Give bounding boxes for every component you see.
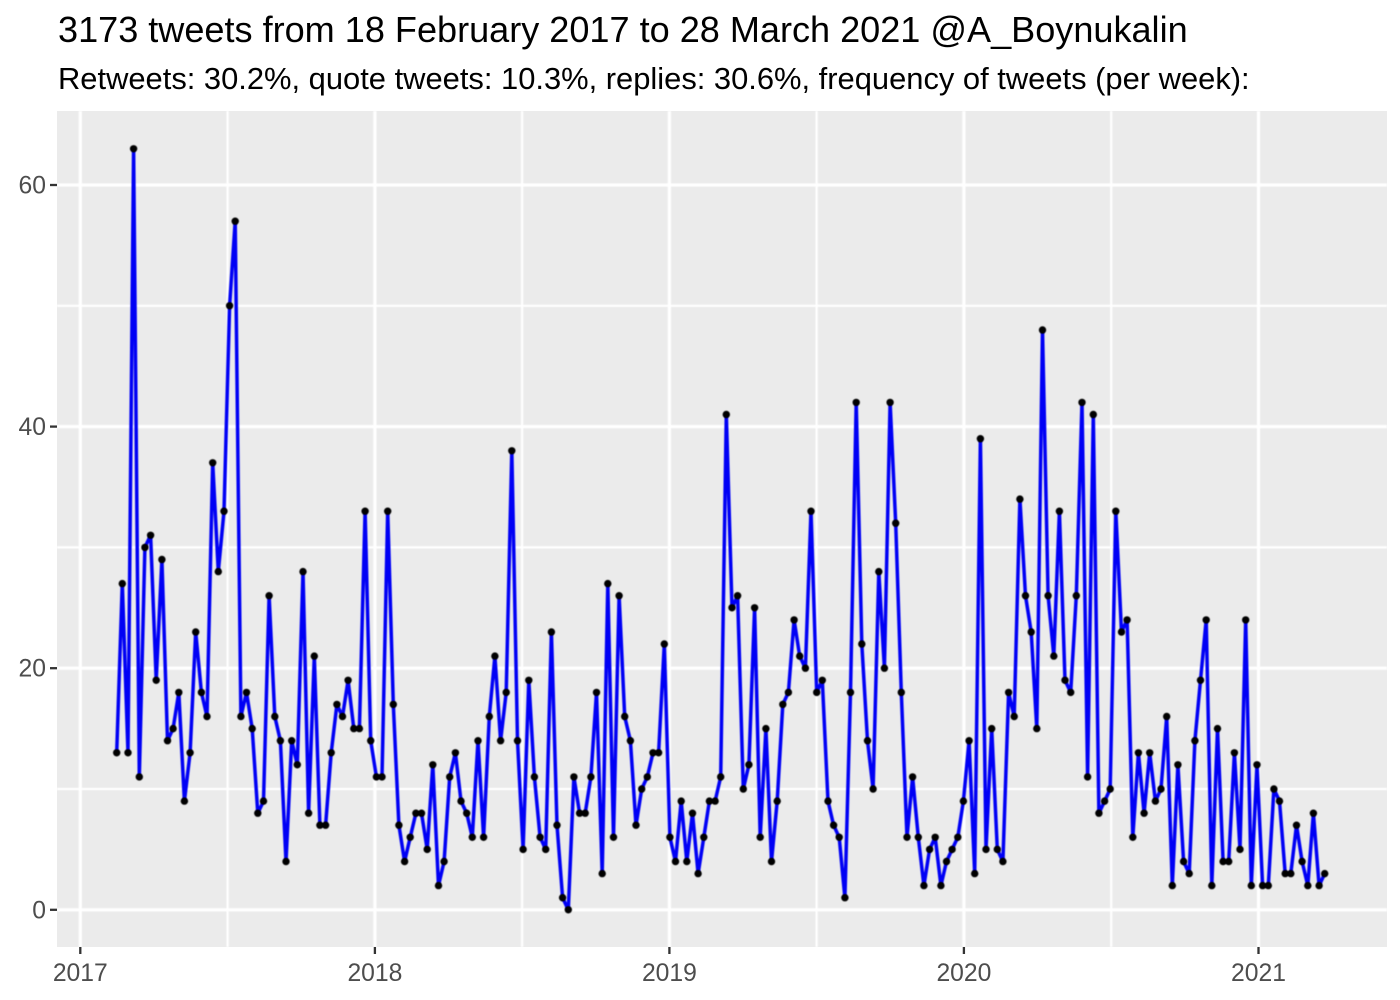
svg-text:2018: 2018	[347, 960, 402, 987]
svg-text:3173 tweets from 18 February 2: 3173 tweets from 18 February 2017 to 28 …	[58, 9, 1188, 50]
svg-text:20: 20	[19, 656, 46, 683]
svg-text:2019: 2019	[642, 960, 697, 987]
svg-text:2017: 2017	[53, 960, 108, 987]
svg-text:0: 0	[32, 897, 46, 924]
svg-text:60: 60	[19, 173, 46, 200]
svg-text:2021: 2021	[1231, 960, 1286, 987]
svg-text:Retweets: 30.2%, quote tweets:: Retweets: 30.2%, quote tweets: 10.3%, re…	[58, 61, 1250, 96]
svg-text:2020: 2020	[936, 960, 991, 987]
svg-text:40: 40	[19, 414, 46, 441]
